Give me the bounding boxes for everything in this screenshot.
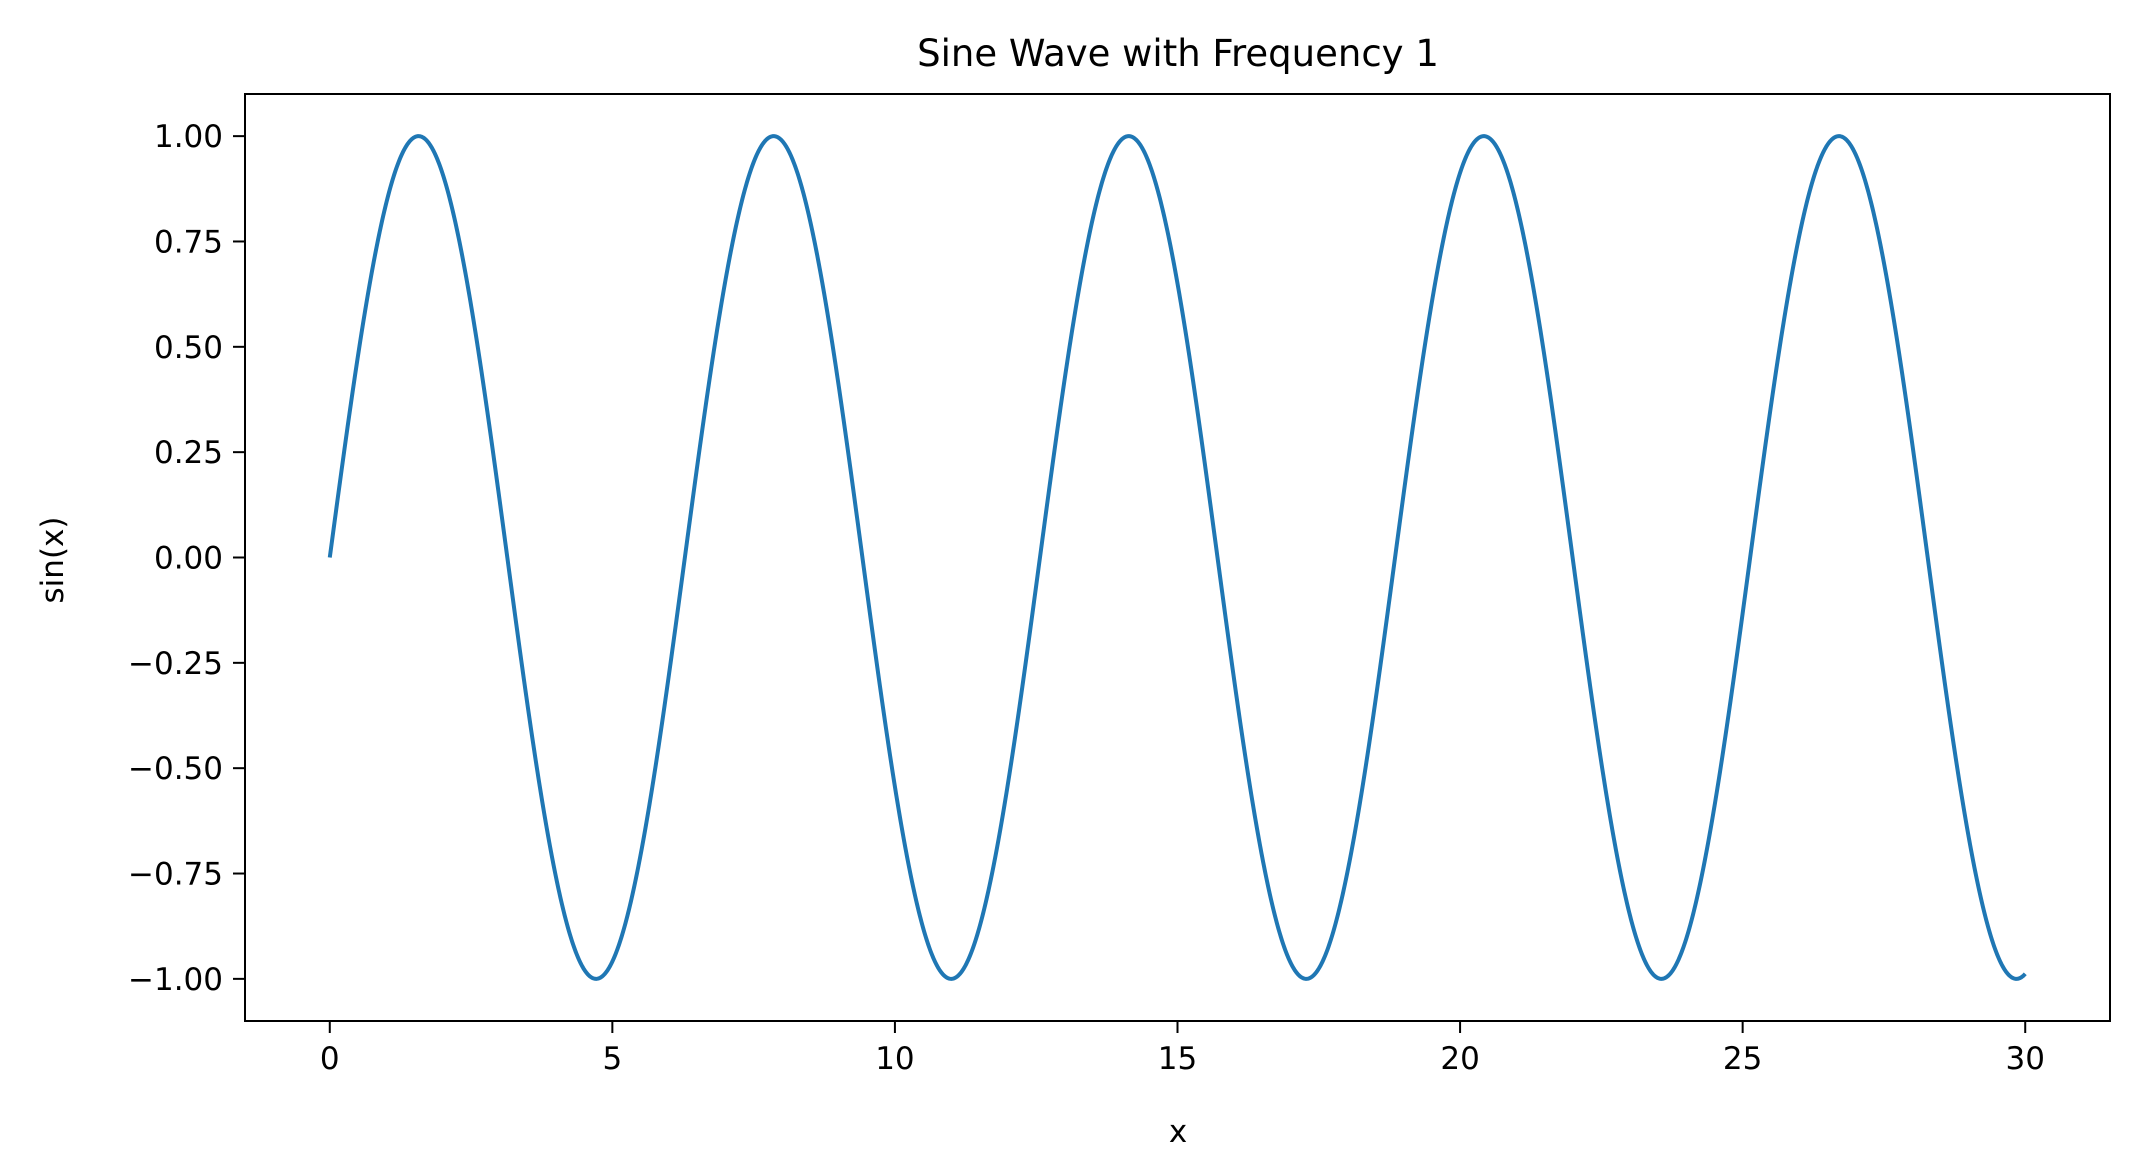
axes-frame — [244, 93, 2111, 1022]
y-tick-label: 1.00 — [154, 119, 223, 155]
series-line-0 — [327, 134, 2027, 981]
y-axis-ticks: 1.00 0.75 0.50 0.25 0.00 −0.25 −0.50 −0.75 −1.00 — [128, 119, 245, 998]
x-tick-label: 15 — [1158, 1041, 1197, 1077]
x-tick-label: 10 — [875, 1041, 914, 1077]
y-tick-label: −0.50 — [128, 751, 223, 787]
chart-title: Sine Wave with Frequency 1 — [917, 32, 1439, 75]
x-tick-label: 30 — [2006, 1041, 2045, 1077]
x-tick-label: 0 — [320, 1041, 340, 1077]
x-axis-ticks: 0 5 10 15 20 25 30 — [320, 1021, 2045, 1077]
plot-area — [244, 93, 2111, 1022]
y-tick-label: −0.75 — [128, 857, 223, 893]
y-tick-label: 0.00 — [154, 541, 223, 577]
x-axis-label: x — [1169, 1114, 1187, 1150]
y-tick-label: 0.25 — [154, 435, 223, 471]
y-tick-label: −1.00 — [128, 962, 223, 998]
x-tick-label: 25 — [1723, 1041, 1762, 1077]
x-tick-label: 20 — [1440, 1041, 1479, 1077]
y-tick-label: 0.50 — [154, 330, 223, 366]
y-tick-label: 0.75 — [154, 224, 223, 260]
y-tick-label: −0.25 — [128, 646, 223, 682]
x-tick-label: 5 — [602, 1041, 622, 1077]
y-axis-label: sin(x) — [35, 517, 71, 604]
